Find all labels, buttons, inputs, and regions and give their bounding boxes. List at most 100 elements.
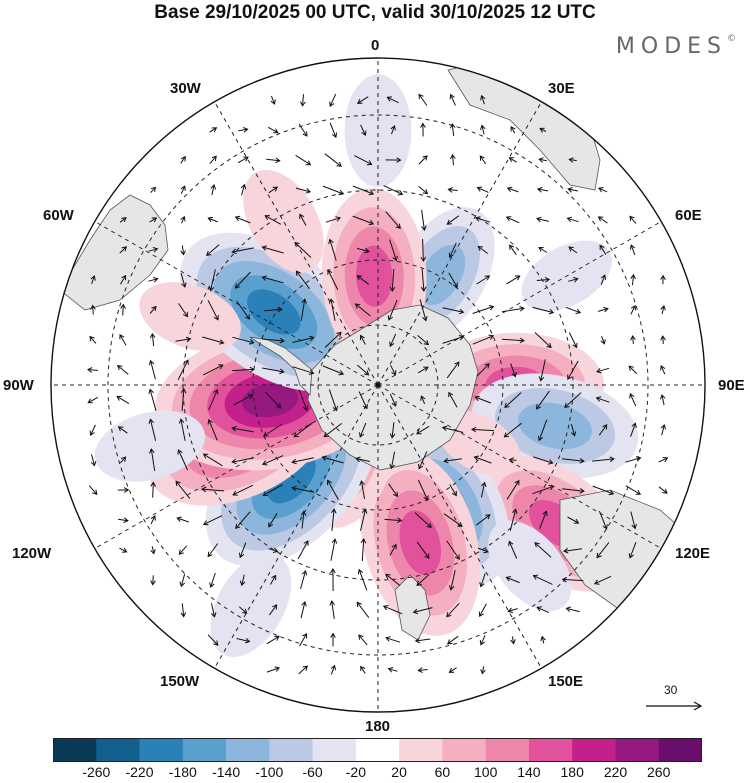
wind-vector: [120, 456, 127, 464]
wind-vector: [538, 359, 546, 382]
wind-vector: [232, 336, 255, 345]
wind-vector: [567, 516, 580, 524]
wind-vector: [117, 487, 130, 493]
wind-vector: [447, 187, 458, 193]
wind-vector: [177, 359, 189, 381]
wind-vector: [507, 607, 518, 613]
colorbar-tick-label: 20: [391, 764, 407, 780]
wind-vector: [598, 423, 608, 436]
colorbar-swatch: [485, 738, 530, 762]
wind-vector: [352, 185, 375, 196]
wind-vector: [150, 481, 156, 498]
wind-vector: [356, 247, 370, 254]
wind-vector: [480, 666, 486, 675]
wind-vector: [477, 245, 488, 254]
wind-vector: [262, 484, 283, 496]
wind-vector: [238, 542, 247, 559]
wind-vector: [234, 215, 251, 224]
anomaly-contour: [242, 383, 299, 418]
wind-vector: [266, 157, 281, 164]
wind-vector: [388, 483, 398, 498]
wind-vector: [291, 485, 314, 493]
wind-vector: [449, 484, 457, 497]
wind-vector: [568, 332, 578, 349]
wind-vector: [594, 575, 612, 585]
anomaly-contour: [210, 553, 292, 657]
wind-vector: [324, 331, 342, 348]
colorbar-tick-label: 100: [474, 764, 498, 780]
wind-vector: [660, 335, 666, 344]
wind-vector: [600, 274, 607, 285]
wind-vector: [150, 575, 156, 586]
wind-vector: [329, 122, 338, 139]
wind-vector: [540, 635, 546, 644]
wind-vector: [387, 667, 398, 673]
colorbar-ticks: -260 -220 -180 -140 -100 -60 -20 20 60 100 140 180 2…: [0, 764, 750, 783]
wind-vector: [294, 241, 312, 258]
wind-vector: [630, 511, 637, 530]
wind-vector: [175, 336, 192, 343]
wind-vector: [231, 457, 254, 465]
colorbar-tick-label: 220: [603, 764, 628, 780]
wind-vector: [562, 488, 585, 494]
wind-vector: [330, 632, 336, 647]
wind-vector: [420, 238, 427, 262]
wind-vector: [536, 186, 549, 193]
wind-vector: [474, 216, 491, 223]
wind-vector: [87, 367, 99, 373]
wind-vector: [592, 456, 615, 463]
colorbar-tick-label: -140: [212, 764, 241, 780]
wind-vector: [562, 458, 585, 464]
wind-vector: [261, 275, 284, 284]
wind-vector: [300, 298, 307, 321]
wind-vector: [480, 481, 487, 498]
wind-vector: [478, 603, 487, 618]
colorbar-swatch: [182, 738, 227, 762]
wind-vector: [479, 635, 486, 646]
wind-vector: [360, 508, 368, 531]
colorbar-swatch: [615, 738, 660, 762]
wind-vector: [506, 275, 521, 285]
wind-vector: [630, 422, 637, 437]
wind-vector: [509, 244, 517, 256]
anomaly-contour: [418, 244, 466, 306]
wind-vector: [89, 335, 97, 344]
wind-vector: [330, 538, 338, 561]
lon-label-150w: 150W: [160, 673, 200, 690]
wind-vector: [356, 601, 370, 619]
wind-vector: [202, 453, 223, 467]
lon-label-30e: 30E: [548, 80, 575, 97]
wind-vector: [418, 451, 428, 470]
wind-vector: [448, 570, 456, 591]
wind-vector: [446, 215, 459, 225]
wind-vector: [592, 485, 615, 496]
wind-vector: [479, 573, 486, 588]
wind-vector: [630, 273, 636, 286]
wind-vector: [387, 299, 398, 321]
wind-vector: [298, 665, 309, 675]
wind-vector: [89, 424, 96, 436]
wind-vector: [385, 211, 401, 230]
anomaly-contour: [247, 289, 301, 335]
wind-vector: [207, 634, 219, 646]
wind-vector: [150, 515, 156, 525]
colorbar-swatch: [139, 738, 184, 762]
wind-vector: [150, 186, 157, 194]
lon-label-180: 180: [365, 718, 391, 735]
colorbar-swatch: [269, 738, 313, 762]
brand-logo: MODES©: [616, 34, 736, 59]
wind-vector: [510, 363, 517, 378]
wind-vector: [209, 572, 216, 588]
wind-vector: [295, 154, 312, 166]
wind-vector: [356, 96, 369, 104]
wind-vector: [420, 395, 426, 405]
wind-vector: [660, 274, 666, 285]
wind-vector: [509, 508, 518, 531]
wind-vector: [389, 422, 396, 439]
wind-vector: [567, 187, 578, 193]
map-title: Base 29/10/2025 00 UTC, valid 30/10/2025…: [154, 2, 596, 23]
wind-vector: [180, 603, 187, 618]
wind-vector: [595, 396, 610, 403]
wind-vector: [659, 394, 666, 406]
wind-vector: [360, 665, 366, 674]
